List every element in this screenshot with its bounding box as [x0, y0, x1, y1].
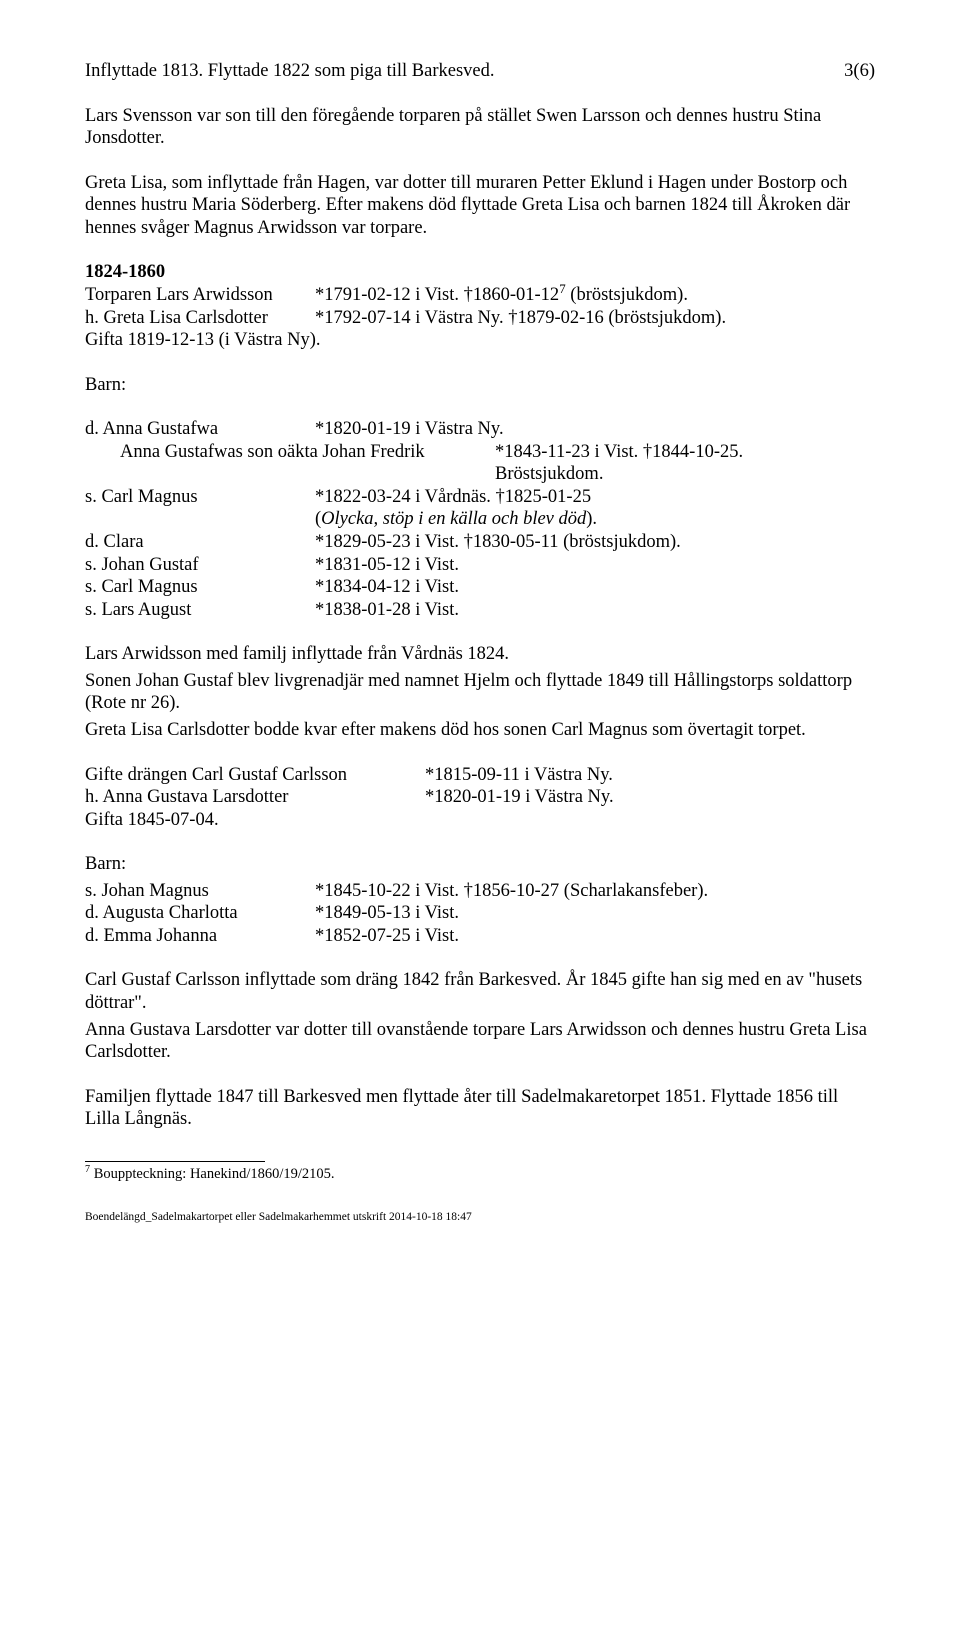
person-name: Gifte drängen Carl Gustaf Carlsson: [85, 764, 425, 787]
child-row: s. Lars August *1838-01-28 i Vist.: [85, 599, 875, 622]
child-name: d. Augusta Charlotta: [85, 902, 315, 925]
paragraph: Lars Arwidsson med familj inflyttade frå…: [85, 643, 875, 666]
child-dates: *1849-05-13 i Vist.: [315, 902, 875, 925]
person-dates: *1820-01-19 i Västra Ny.: [425, 786, 875, 809]
person-row: h. Anna Gustava Larsdotter *1820-01-19 i…: [85, 786, 875, 809]
child-note-row: (Olycka, stöp i en källa och blev död).: [85, 508, 875, 531]
child-dates: *1829-05-23 i Vist. †1830-05-11 (bröstsj…: [315, 531, 875, 554]
child-row: d. Anna Gustafwa *1820-01-19 i Västra Ny…: [85, 418, 875, 441]
person-name: Torparen Lars Arwidsson: [85, 284, 315, 307]
date-text: *1791-02-12 i Vist. †1860-01-12: [315, 285, 559, 305]
grandchild-dates: *1843-11-23 i Vist. †1844-10-25.: [495, 441, 875, 464]
person-dates: *1815-09-11 i Västra Ny.: [425, 764, 875, 787]
person-name: h. Anna Gustava Larsdotter: [85, 786, 425, 809]
child-row: d. Emma Johanna *1852-07-25 i Vist.: [85, 925, 875, 948]
person-dates: *1792-07-14 i Västra Ny. †1879-02-16 (br…: [315, 307, 875, 330]
page-number: 3(6): [844, 60, 875, 83]
paragraph: Familjen flyttade 1847 till Barkesved me…: [85, 1086, 875, 1131]
child-row: s. Carl Magnus *1822-03-24 i Vårdnäs. †1…: [85, 486, 875, 509]
person-dates: *1791-02-12 i Vist. †1860-01-127 (brösts…: [315, 284, 875, 307]
child-row: d. Clara *1829-05-23 i Vist. †1830-05-11…: [85, 531, 875, 554]
spacer: [120, 463, 495, 486]
child-name: s. Johan Magnus: [85, 880, 315, 903]
paragraph: Anna Gustava Larsdotter var dotter till …: [85, 1019, 875, 1064]
child-cause: (Olycka, stöp i en källa och blev död).: [315, 508, 875, 531]
child-dates: *1822-03-24 i Vårdnäs. †1825-01-25: [315, 486, 875, 509]
child-row: s. Carl Magnus *1834-04-12 i Vist.: [85, 576, 875, 599]
person-name: h. Greta Lisa Carlsdotter: [85, 307, 315, 330]
paragraph: Sonen Johan Gustaf blev livgrenadjär med…: [85, 670, 875, 715]
cause-italic: Olycka, stöp i en källa och blev död: [321, 509, 586, 529]
child-row: s. Johan Gustaf *1831-05-12 i Vist.: [85, 554, 875, 577]
child-name: s. Johan Gustaf: [85, 554, 315, 577]
marriage-line: Gifta 1819-12-13 (i Västra Ny).: [85, 329, 875, 352]
footnote-divider: [85, 1161, 265, 1162]
person-row: h. Greta Lisa Carlsdotter *1792-07-14 i …: [85, 307, 875, 330]
child-name: d. Clara: [85, 531, 315, 554]
paragraph: Greta Lisa Carlsdotter bodde kvar efter …: [85, 719, 875, 742]
paragraph: Inflyttade 1813. Flyttade 1822 som piga …: [85, 60, 875, 83]
paragraph: Greta Lisa, som inflyttade från Hagen, v…: [85, 172, 875, 240]
person-row: Gifte drängen Carl Gustaf Carlsson *1815…: [85, 764, 875, 787]
page-footer: Boendelängd_Sadelmakartorpet eller Sadel…: [85, 1210, 875, 1224]
child-dates: *1838-01-28 i Vist.: [315, 599, 875, 622]
child-name: d. Emma Johanna: [85, 925, 315, 948]
child-name: d. Anna Gustafwa: [85, 418, 315, 441]
children-label: Barn:: [85, 374, 875, 397]
child-dates: *1820-01-19 i Västra Ny.: [315, 418, 875, 441]
paren-close: ).: [586, 509, 597, 529]
grandchild-cause: Bröstsjukdom.: [495, 463, 875, 486]
child-dates: *1845-10-22 i Vist. †1856-10-27 (Scharla…: [315, 880, 875, 903]
person-row: Torparen Lars Arwidsson *1791-02-12 i Vi…: [85, 284, 875, 307]
grandchild-name: Anna Gustafwas son oäkta Johan Fredrik: [120, 441, 495, 464]
grandchild-note-row: Bröstsjukdom.: [85, 463, 875, 486]
child-name: s. Carl Magnus: [85, 576, 315, 599]
child-row: d. Augusta Charlotta *1849-05-13 i Vist.: [85, 902, 875, 925]
child-dates: *1831-05-12 i Vist.: [315, 554, 875, 577]
child-dates: *1852-07-25 i Vist.: [315, 925, 875, 948]
section-heading: 1824-1860: [85, 261, 875, 284]
child-row: s. Johan Magnus *1845-10-22 i Vist. †185…: [85, 880, 875, 903]
child-name: s. Lars August: [85, 599, 315, 622]
grandchild-row: Anna Gustafwas son oäkta Johan Fredrik *…: [85, 441, 875, 464]
children-label: Barn:: [85, 853, 875, 876]
child-name: s. Carl Magnus: [85, 486, 315, 509]
paragraph: Carl Gustaf Carlsson inflyttade som drän…: [85, 969, 875, 1014]
footnote: 7 Bouppteckning: Hanekind/1860/19/2105.: [85, 1166, 875, 1184]
document-page: 3(6) Inflyttade 1813. Flyttade 1822 som …: [0, 0, 960, 1631]
spacer: [85, 508, 315, 531]
marriage-line: Gifta 1845-07-04.: [85, 809, 875, 832]
footnote-text: Bouppteckning: Hanekind/1860/19/2105.: [90, 1166, 334, 1182]
date-text-suffix: (bröstsjukdom).: [566, 285, 688, 305]
child-dates: *1834-04-12 i Vist.: [315, 576, 875, 599]
paragraph: Lars Svensson var son till den föregåend…: [85, 105, 875, 150]
